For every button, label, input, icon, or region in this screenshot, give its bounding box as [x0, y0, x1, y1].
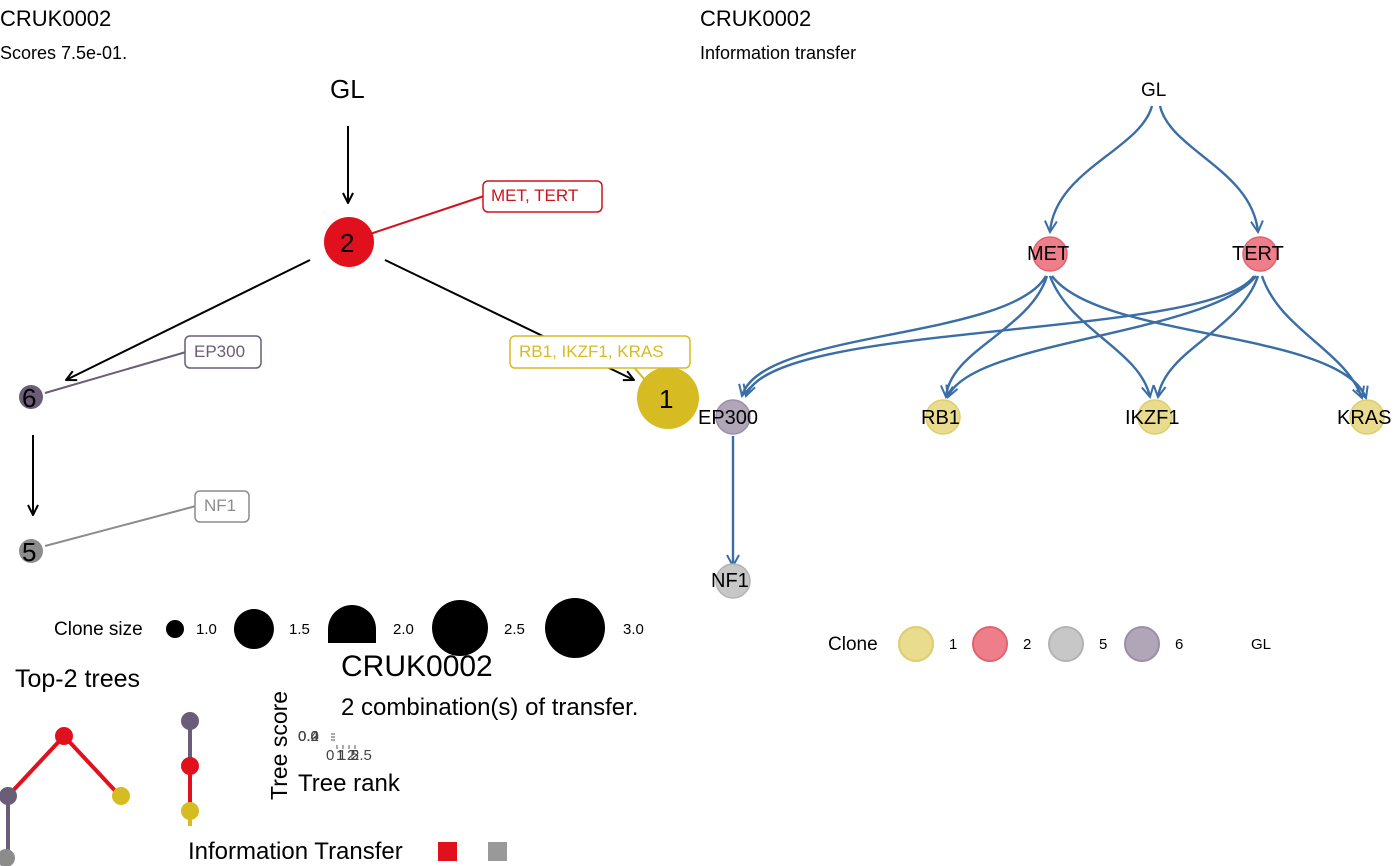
x-tick-label: 0 [326, 747, 335, 764]
y-tick-label: 0.2 [298, 728, 319, 745]
info-transfer-legend-title: Information Transfer [188, 838, 403, 865]
x-tick-label: 1.5 [338, 747, 359, 764]
leader-met-tert [369, 195, 485, 235]
graph-node-met: MET [1027, 243, 1070, 265]
right-panel-subtitle: Information transfer [700, 43, 857, 63]
clone-legend-item: 5 [1099, 636, 1108, 653]
edge-met-rb1 [946, 275, 1049, 397]
graph-node-gl: GL [1141, 80, 1167, 101]
graph-node-ikzf1: IKZF1 [1125, 407, 1180, 429]
left-panel-title: CRUK0002 [0, 6, 112, 31]
mini-axis-ticks [331, 733, 356, 749]
annotation-rb1-ikzf1-kras: RB1, IKZF1, KRAS [519, 342, 664, 361]
clone-legend-symbols [898, 626, 1160, 662]
clone-size-legend-item: 3.0 [623, 621, 644, 638]
annotation-box-rb1 [509, 335, 691, 369]
annotation-nf1: NF1 [204, 496, 237, 515]
x-tick-label: 2.5 [351, 747, 372, 764]
clone-legend-item: 1 [949, 636, 958, 653]
bottom-subtitle: 2 combination(s) of transfer. [341, 694, 639, 721]
graph-node-ep300: EP300 [698, 407, 759, 429]
clone-size-legend-item: 1.5 [289, 621, 310, 638]
node-2-circle [324, 217, 374, 267]
clone-legend-item: 2 [1023, 636, 1032, 653]
node-rb1-circle [925, 399, 961, 435]
x-axis-label: Tree rank [298, 770, 400, 797]
edge-gl-met [1050, 105, 1154, 232]
graph-node-nf1: NF1 [711, 570, 749, 592]
root-label-gl: GL [330, 74, 365, 104]
edge-tert-rb1 [948, 275, 1257, 397]
y-tick-label: 0.4 [298, 728, 319, 745]
info-transfer-swatch-red [438, 842, 457, 861]
edge-gl-tert [1158, 105, 1258, 232]
annotation-met-tert: MET, TERT [491, 186, 579, 205]
bottom-title: CRUK0002 [341, 650, 493, 683]
node-tert-circle [1242, 236, 1278, 272]
node-ikzf1-circle [1137, 399, 1173, 435]
edge-tert-ep300 [746, 275, 1255, 396]
clone-legend-title: Clone [828, 634, 878, 655]
clone-size-legend-item: 2.5 [504, 621, 525, 638]
edge-met-ep300 [742, 275, 1048, 396]
clone-size-legend-title: Clone size [54, 619, 143, 640]
y-tick-label: 0.0 [298, 728, 319, 745]
top-trees-title: Top-2 trees [15, 665, 141, 693]
annotation-box-nf1 [194, 490, 250, 523]
node-5-circle [19, 539, 43, 563]
node-1-circle [637, 367, 699, 429]
right-graph-edges [733, 105, 1366, 566]
node-kras-circle [1349, 399, 1385, 435]
node-6-circle [19, 385, 43, 409]
node-met-circle [1032, 236, 1068, 272]
node-6-label: 6 [22, 383, 37, 413]
x-tick-label: 1 [336, 747, 345, 764]
node-5-label: 5 [22, 537, 37, 567]
edge-met-kras [1051, 275, 1366, 398]
x-tick-label: 2 [347, 747, 356, 764]
clone-legend-item: 6 [1175, 636, 1184, 653]
right-panel-title: CRUK0002 [700, 6, 812, 31]
node-1-label: 1 [659, 384, 674, 414]
y-axis-label: Tree score [266, 690, 292, 800]
info-transfer-swatch-grey [488, 842, 507, 861]
leader-nf1 [44, 505, 197, 547]
edge-met-ikzf1 [1048, 275, 1150, 397]
edge-tert-ikzf1 [1158, 275, 1260, 397]
node-ep300-circle [715, 399, 751, 435]
graph-node-kras: KRAS [1337, 407, 1392, 429]
top-2-trees-thumbnails [0, 712, 199, 866]
left-panel-subtitle: Scores 7.5e-01. [0, 43, 128, 63]
edge-2-6 [66, 259, 311, 380]
clone-legend-item: GL [1251, 636, 1272, 653]
leader-ep300 [44, 351, 187, 394]
annotation-box-ep300 [184, 335, 262, 369]
graph-node-tert: TERT [1232, 243, 1284, 265]
graph-node-rb1: RB1 [921, 407, 960, 429]
clone-size-legend-symbols [166, 598, 605, 658]
clone-size-legend-item: 1.0 [196, 621, 217, 638]
node-2-label: 2 [340, 228, 355, 258]
node-nf1-circle [715, 563, 751, 599]
edge-tert-kras [1260, 275, 1362, 398]
annotation-ep300: EP300 [194, 342, 246, 361]
clone-size-legend-item: 2.0 [393, 621, 414, 638]
annotation-box-met-tert [482, 180, 603, 213]
